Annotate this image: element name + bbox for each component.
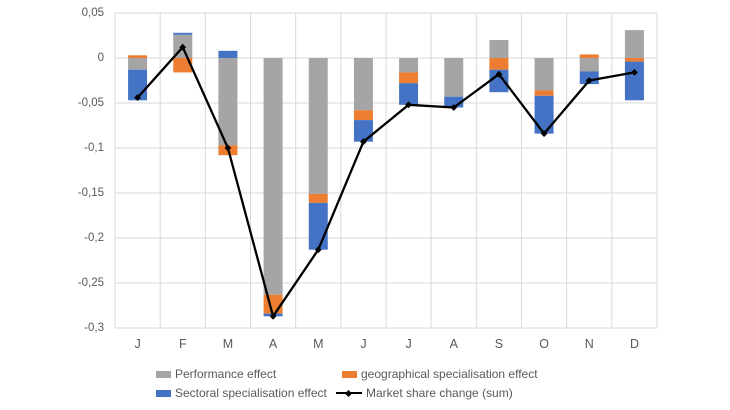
x-axis-tick-label: M [313,337,324,351]
bar-segment [579,58,599,72]
bar-segment [218,50,238,58]
bar-segment [353,110,373,121]
x-axis-tick-label: M [222,337,234,351]
line-point-marker [405,101,412,109]
legend-label: geographical specialisation effect [361,367,538,381]
legend-item-market-share-change: Market share change (sum) [336,386,513,400]
bar-segment [624,61,644,101]
line-marker-icon [336,389,362,398]
legend-label: Performance effect [175,367,277,381]
legend-label: Sectoral specialisation effect [175,386,327,400]
y-axis-tick-label: 0,05 [81,7,104,19]
bar-segment [173,58,193,73]
sectoral-effect-swatch [156,389,171,397]
market-share-line [136,46,635,318]
bar-segment [489,40,509,58]
performance-effect-swatch [156,370,171,378]
legend-label: Market share change (sum) [366,386,513,400]
bar-segment [444,96,464,108]
x-axis-tick-label: O [539,337,549,351]
x-axis-tick-label: J [360,337,367,351]
x-axis-tick-label: A [449,337,458,351]
line-point-marker [314,246,322,254]
bar-segment [308,193,328,203]
bar-segment [353,120,373,142]
bar-segment [218,58,238,146]
bar-segment [353,58,373,111]
y-axis-tick-label: -0,2 [84,232,104,244]
legend-item-performance-effect: Performance effect [156,367,276,381]
bar-segment [128,55,148,58]
bar-segment [444,58,464,97]
x-axis-tick-label: D [629,337,639,351]
bar-segment [579,54,599,58]
line-point-marker [585,77,593,84]
legend-item-sectoral-specialisation-effect: Sectoral specialisation effect [156,386,327,400]
bar-segment [308,202,328,250]
bar-segment [263,294,283,314]
bar-segment [399,72,419,84]
x-axis-tick-label: S [494,337,504,351]
y-axis-tick-label: -0,15 [77,187,104,199]
bar-segment [534,95,554,134]
legend-item-geographical-specialisation-effect: geographical specialisation effect [342,367,538,381]
bar-segment [173,32,193,35]
bar-segment [534,58,554,91]
line-point-marker [631,69,638,76]
x-axis-tick-label: N [584,337,594,351]
bar-segment [534,90,554,96]
line-point-marker [134,94,141,101]
x-axis-tick-label: F [178,337,187,351]
bar-segment [399,83,419,105]
bar-segment [489,58,509,70]
geographical-effect-swatch [342,370,357,378]
x-axis-month-labels: J F M A M J J A S O N D [115,337,657,351]
bar-segment [399,58,419,73]
line-point-marker [450,104,458,111]
line-point-marker [179,43,187,51]
y-axis-tick-label: -0,3 [84,322,104,334]
line-point-marker [269,312,277,320]
line-point-marker [360,138,367,146]
line-point-marker [495,70,503,78]
y-axis-tick-label: -0,1 [84,142,104,154]
x-axis-tick-label: A [268,337,278,351]
bar-segment [624,58,644,62]
line-point-marker [540,130,548,137]
y-axis-tick-label: -0,05 [77,97,104,109]
bar-segment [128,58,148,70]
y-axis-tick-label: 0 [97,52,104,64]
line-point-marker [224,144,232,152]
y-axis-tick-label: -0,25 [77,277,104,289]
line-marker-diamond [344,389,353,397]
bar-segment [263,58,283,295]
x-axis-tick-label: J [405,337,412,351]
x-axis-tick-label: J [134,337,141,351]
bar-segment [624,30,644,58]
bar-segment [489,69,509,93]
bar-segment [308,58,328,194]
